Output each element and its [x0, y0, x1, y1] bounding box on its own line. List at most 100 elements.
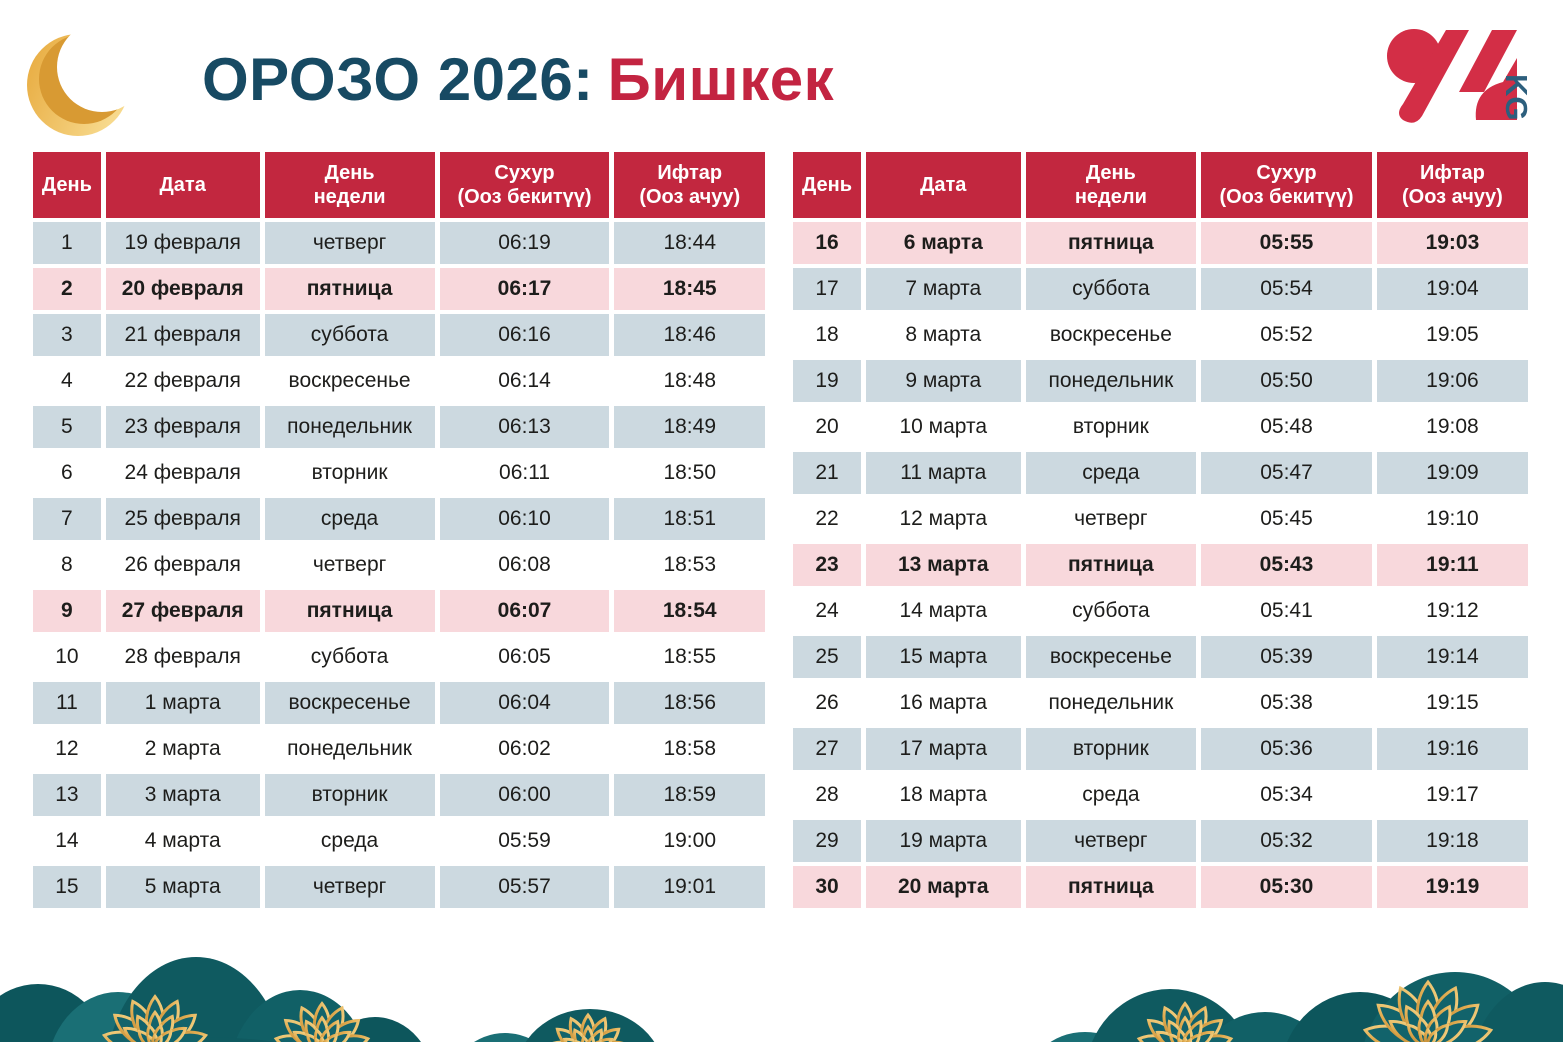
suhoor-cell: 05:30: [1196, 862, 1375, 908]
day-cell: 23: [793, 540, 864, 588]
weekday-cell: четверг: [1020, 816, 1199, 864]
weekday-cell: пятница: [259, 264, 438, 312]
table-row: 7 25 февраля среда 06:10 18:51: [33, 494, 765, 542]
iftar-cell: 18:49: [609, 402, 765, 450]
table-row: 10 28 февраля суббота 06:05 18:55: [33, 632, 765, 680]
table-row: 28 18 марта среда 05:34 19:17: [793, 770, 1528, 818]
date-cell: 12 марта: [861, 494, 1024, 542]
weekday-cell: четверг: [259, 218, 438, 266]
date-cell: 2 марта: [100, 724, 263, 772]
table-row: 24 14 марта суббота 05:41 19:12: [793, 586, 1528, 634]
suhoor-cell: 05:43: [1196, 540, 1375, 588]
logo-24-icon: [1387, 29, 1517, 123]
date-cell: 28 февраля: [100, 632, 263, 680]
date-cell: 6 марта: [861, 218, 1024, 266]
iftar-cell: 18:48: [609, 356, 765, 404]
weekday-cell: воскресенье: [1020, 310, 1199, 358]
date-cell: 20 февраля: [100, 264, 263, 312]
date-cell: 19 февраля: [100, 218, 263, 266]
table-row: 25 15 марта воскресенье 05:39 19:14: [793, 632, 1528, 680]
iftar-cell: 18:56: [609, 678, 765, 726]
weekday-cell: суббота: [259, 310, 438, 358]
col-header-suhoor: Сухур (Ооз бекитүү): [1196, 152, 1375, 220]
table-row: 20 10 марта вторник 05:48 19:08: [793, 402, 1528, 450]
day-cell: 14: [33, 816, 104, 864]
suhoor-cell: 06:16: [434, 310, 612, 358]
iftar-cell: 19:10: [1371, 494, 1528, 542]
weekday-cell: среда: [1020, 770, 1199, 818]
day-cell: 9: [33, 586, 104, 634]
suhoor-cell: 05:57: [434, 862, 612, 908]
table-row: 8 26 февраля четверг 06:08 18:53: [33, 540, 765, 588]
suhoor-cell: 06:17: [434, 264, 612, 312]
table-row: 16 6 марта пятница 05:55 19:03: [793, 218, 1528, 266]
table-row: 23 13 марта пятница 05:43 19:11: [793, 540, 1528, 588]
suhoor-cell: 05:55: [1196, 218, 1375, 266]
iftar-cell: 19:15: [1371, 678, 1528, 726]
table-row: 18 8 марта воскресенье 05:52 19:05: [793, 310, 1528, 358]
date-cell: 3 марта: [100, 770, 263, 818]
weekday-cell: среда: [259, 816, 438, 864]
iftar-cell: 19:04: [1371, 264, 1528, 312]
weekday-cell: четверг: [259, 862, 438, 908]
iftar-cell: 19:12: [1371, 586, 1528, 634]
day-cell: 18: [793, 310, 864, 358]
weekday-cell: суббота: [1020, 586, 1199, 634]
day-cell: 20: [793, 402, 864, 450]
date-cell: 11 марта: [861, 448, 1024, 496]
weekday-cell: воскресенье: [1020, 632, 1199, 680]
suhoor-cell: 05:36: [1196, 724, 1375, 772]
day-cell: 3: [33, 310, 104, 358]
logo-kg-label: KG: [1499, 74, 1534, 121]
weekday-cell: вторник: [259, 448, 438, 496]
suhoor-cell: 05:38: [1196, 678, 1375, 726]
iftar-cell: 18:44: [609, 218, 765, 266]
date-cell: 18 марта: [861, 770, 1024, 818]
date-cell: 19 марта: [861, 816, 1024, 864]
date-cell: 13 марта: [861, 540, 1024, 588]
logo-24kg: KG: [1386, 28, 1536, 140]
weekday-cell: пятница: [1020, 540, 1199, 588]
suhoor-cell: 05:48: [1196, 402, 1375, 450]
iftar-cell: 19:01: [609, 862, 765, 908]
suhoor-cell: 05:32: [1196, 816, 1375, 864]
date-cell: 17 марта: [861, 724, 1024, 772]
suhoor-cell: 05:54: [1196, 264, 1375, 312]
col-header-weekday: День недели: [259, 152, 438, 220]
day-cell: 8: [33, 540, 104, 588]
iftar-cell: 19:19: [1371, 862, 1528, 908]
day-cell: 30: [793, 862, 864, 908]
date-cell: 21 февраля: [100, 310, 263, 358]
col-header-date: Дата: [861, 152, 1024, 220]
suhoor-cell: 05:39: [1196, 632, 1375, 680]
suhoor-cell: 05:34: [1196, 770, 1375, 818]
date-cell: 7 марта: [861, 264, 1024, 312]
col-header-iftar: Ифтар (Ооз ачуу): [1371, 152, 1528, 220]
iftar-cell: 18:58: [609, 724, 765, 772]
iftar-cell: 19:06: [1371, 356, 1528, 404]
day-cell: 1: [33, 218, 104, 266]
table-header-row: День Дата День недели Сухур (Ооз бекитүү…: [33, 152, 765, 220]
day-cell: 6: [33, 448, 104, 496]
weekday-cell: суббота: [259, 632, 438, 680]
day-cell: 17: [793, 264, 864, 312]
page-title-city: Бишкек: [607, 46, 835, 113]
clouds-decoration: [0, 957, 1563, 1042]
table-row: 1 19 февраля четверг 06:19 18:44: [33, 218, 765, 266]
date-cell: 22 февраля: [100, 356, 263, 404]
date-cell: 26 февраля: [100, 540, 263, 588]
table-row: 3 21 февраля суббота 06:16 18:46: [33, 310, 765, 358]
date-cell: 15 марта: [861, 632, 1024, 680]
suhoor-cell: 06:13: [434, 402, 612, 450]
weekday-cell: понедельник: [1020, 356, 1199, 404]
cloud-cluster-middle: [474, 1009, 655, 1042]
weekday-cell: вторник: [1020, 724, 1199, 772]
table-row: 30 20 марта пятница 05:30 19:19: [793, 862, 1528, 908]
col-header-day: День: [793, 152, 864, 220]
date-cell: 23 февраля: [100, 402, 263, 450]
suhoor-cell: 05:52: [1196, 310, 1375, 358]
table-row: 29 19 марта четверг 05:32 19:18: [793, 816, 1528, 864]
table-row: 22 12 марта четверг 05:45 19:10: [793, 494, 1528, 542]
suhoor-cell: 05:59: [434, 816, 612, 864]
